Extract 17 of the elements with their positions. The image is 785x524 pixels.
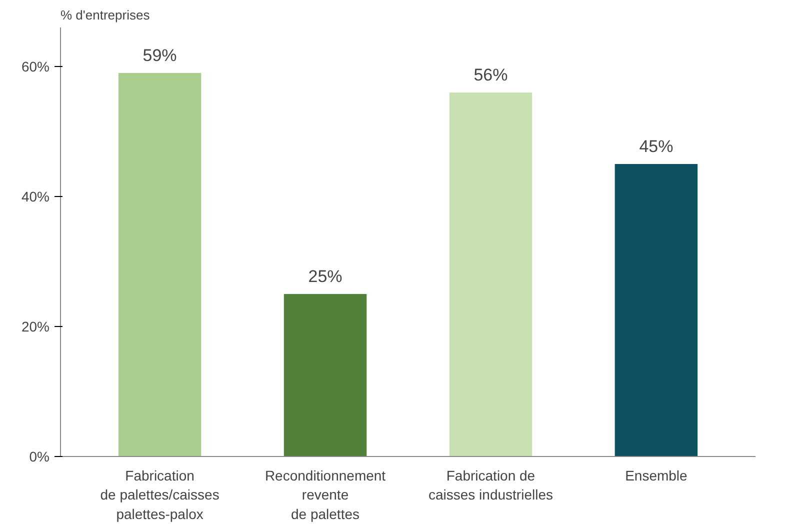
y-tick-label: 0% — [29, 448, 50, 464]
x-tick-label: Reconditionnement revente de palettes — [264, 468, 386, 522]
x-tick-label: Fabrication de palettes/caisses palettes-palox — [100, 468, 220, 522]
data-label: 45% — [639, 137, 674, 156]
bar — [118, 73, 202, 456]
x-tick-label: Fabrication de caisses industrielles — [428, 468, 553, 503]
bar — [449, 92, 532, 456]
data-label: 25% — [308, 267, 342, 286]
bar — [614, 164, 698, 456]
bar — [284, 294, 367, 456]
y-tick-label: 40% — [21, 188, 50, 204]
y-tick-label: 20% — [21, 318, 50, 334]
x-tick-label: Ensemble — [625, 468, 688, 484]
data-label: 56% — [474, 66, 508, 84]
y-tick-label: 60% — [21, 58, 50, 74]
data-label: 59% — [142, 46, 177, 65]
y-axis-title: % d'entreprises — [60, 8, 150, 22]
